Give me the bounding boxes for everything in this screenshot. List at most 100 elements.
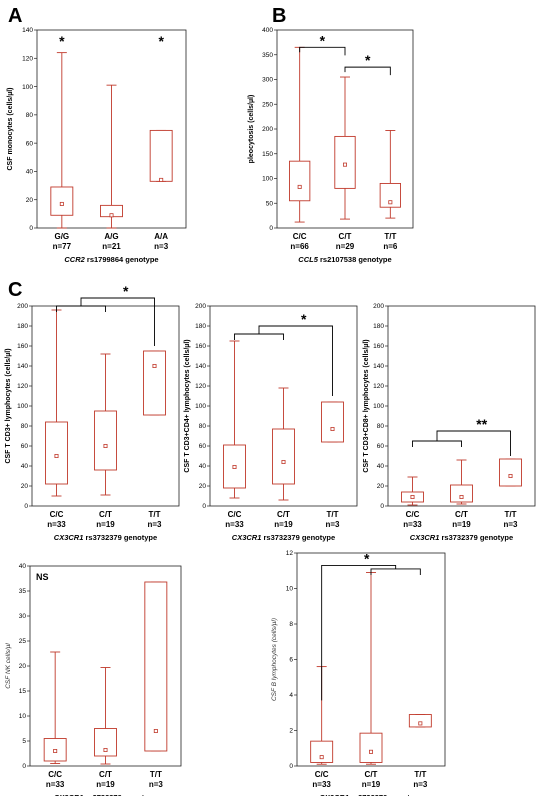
y-tick-label: 0	[22, 763, 26, 770]
x-axis-label: CX3CR1 rs3732379 genotype	[410, 533, 513, 542]
mean-marker	[319, 755, 324, 760]
y-tick-label: 100	[22, 84, 33, 91]
y-tick-label: 80	[26, 112, 34, 119]
mean-marker	[388, 200, 393, 205]
y-tick-label: 60	[377, 443, 385, 450]
x-axis-gene: CCL5	[298, 255, 318, 264]
x-count-label: n=3	[413, 780, 428, 789]
significance-star: *	[301, 311, 307, 327]
y-tick-label: 60	[26, 140, 34, 147]
iqr-box	[149, 129, 173, 182]
y-tick-label: 20	[19, 663, 27, 670]
y-tick-label: 140	[17, 363, 28, 370]
x-category-label: T/T	[384, 232, 396, 241]
chart-c4-nk-cells: 0 5 10 15 20 25 30 35 40 CSF NK cells/µl C/Cn=33 C/…	[5, 563, 182, 796]
iqr-box	[379, 182, 401, 208]
significance-annotation: *	[321, 550, 421, 701]
mean-marker	[109, 213, 114, 218]
chart-b-pleocytosis: 0 50 100 150 200 250 300 350 400 pleocytosis (cel…	[248, 27, 414, 264]
y-tick-label: 80	[377, 423, 385, 430]
mean-marker	[281, 459, 286, 464]
iqr-box	[450, 484, 473, 503]
iqr-box	[334, 135, 356, 189]
x-axis-rest: rs3732379 genotype	[261, 533, 335, 542]
y-tick-label: 40	[19, 563, 27, 570]
x-axis-rest: rs3732379 genotype	[83, 793, 157, 796]
significance-star: *	[123, 283, 129, 299]
x-axis-rest: rs3732379 genotype	[439, 533, 513, 542]
significance-star: **	[476, 416, 487, 432]
box-c-c	[310, 666, 334, 765]
box-t-t	[499, 458, 522, 487]
chart-c5-b-lymphocytes: 0 2 4 6 8 10 12 CSF B lymphocytes (cells/µl) C/C…	[271, 550, 446, 796]
iqr-box	[143, 350, 166, 416]
significance-annotation: **	[412, 416, 511, 456]
y-tick-label: 10	[19, 713, 27, 720]
x-category-label: C/T	[455, 510, 468, 519]
mean-marker	[342, 162, 347, 167]
x-axis-gene: CCR2	[64, 255, 85, 264]
y-axis-label: CSF NK cells/µl	[5, 643, 12, 689]
x-count-label: n=33	[47, 520, 66, 529]
iqr-box	[289, 160, 311, 202]
y-tick-label: 120	[22, 55, 33, 62]
y-tick-label: 40	[377, 463, 385, 470]
y-tick-label: 160	[17, 343, 28, 350]
y-axis-label: CSF T CD3+CD4+ lymphocytes (cells/µl)	[184, 339, 191, 472]
y-tick-label: 140	[22, 27, 33, 34]
mean-marker	[54, 453, 59, 458]
x-count-label: n=19	[96, 780, 115, 789]
box-a-a	[149, 129, 173, 182]
mean-marker	[152, 363, 157, 368]
iqr-box	[408, 714, 432, 728]
iqr-box	[50, 186, 74, 216]
mean-marker	[153, 729, 158, 734]
box-t-t	[408, 714, 432, 728]
y-axis-label: pleocytosis (cells/µl)	[248, 95, 255, 164]
y-tick-label: 160	[373, 343, 384, 350]
box-c-t	[450, 459, 473, 505]
x-count-label: n=21	[102, 242, 121, 251]
y-tick-label: 40	[26, 169, 34, 176]
box-g-g	[50, 52, 74, 229]
panel-label-c: C	[8, 279, 22, 301]
significance-annotation: *	[299, 32, 346, 56]
box-c-c	[43, 651, 67, 764]
mean-marker	[103, 748, 108, 753]
significance-star: *	[158, 33, 164, 49]
y-tick-label: 0	[289, 763, 293, 770]
mean-marker	[297, 184, 302, 189]
significance-star: *	[59, 33, 65, 49]
mean-marker	[330, 426, 335, 431]
y-axis-label: CSF T CD3+ lymphocytes (cells/µl)	[5, 348, 12, 463]
bracket-line	[299, 46, 346, 56]
y-tick-label: 350	[262, 52, 273, 59]
ns-label: NS	[36, 572, 49, 582]
y-tick-label: 6	[289, 657, 293, 664]
y-tick-label: 80	[21, 423, 29, 430]
y-tick-label: 160	[195, 343, 206, 350]
x-count-label: n=3	[147, 520, 162, 529]
y-tick-label: 120	[17, 383, 28, 390]
iqr-box	[94, 410, 117, 471]
chart-a-csf-monocytes: 0 20 40 60 80 100 120 140 CSF monocytes (cells/µ…	[7, 27, 187, 264]
y-tick-label: 5	[22, 738, 26, 745]
panel-label-b: B	[272, 5, 286, 27]
x-count-label: n=33	[403, 520, 422, 529]
box-a-g	[100, 84, 123, 229]
y-tick-label: 20	[26, 197, 34, 204]
box-c-t	[94, 353, 117, 496]
panel-label-a: A	[8, 5, 22, 27]
x-count-label: n=3	[325, 520, 340, 529]
y-tick-label: 12	[286, 550, 294, 557]
iqr-box	[45, 421, 68, 485]
y-tick-label: 10	[286, 586, 294, 593]
x-axis-label: CX3CR1 rs3732379 genotype	[232, 533, 335, 542]
significance-annotation: *	[234, 311, 333, 396]
x-category-label: C/T	[365, 770, 378, 779]
significance-star: *	[365, 52, 371, 68]
x-axis-gene: CX3CR1	[54, 533, 84, 542]
mean-marker	[418, 721, 423, 726]
y-tick-label: 20	[199, 483, 207, 490]
